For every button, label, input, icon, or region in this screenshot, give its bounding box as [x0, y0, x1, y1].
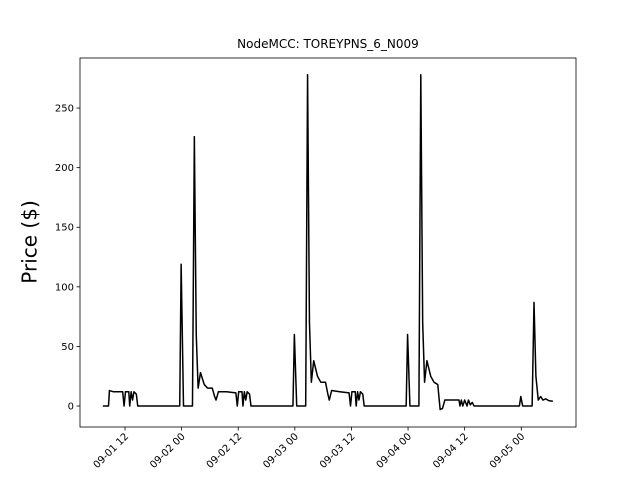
y-tick-label: 200 [55, 163, 74, 174]
y-axis-label: Price ($) [18, 200, 42, 283]
y-tick-label: 150 [55, 223, 74, 234]
chart-title: NodeMCC: TOREYPNS_6_N009 [237, 37, 419, 51]
y-tick-label: 250 [55, 104, 74, 115]
y-tick-label: 0 [68, 402, 74, 413]
plot-frame [79, 57, 577, 428]
y-tick-label: 50 [61, 342, 74, 353]
line-series [102, 73, 553, 411]
y-tick-label: 100 [55, 282, 74, 293]
